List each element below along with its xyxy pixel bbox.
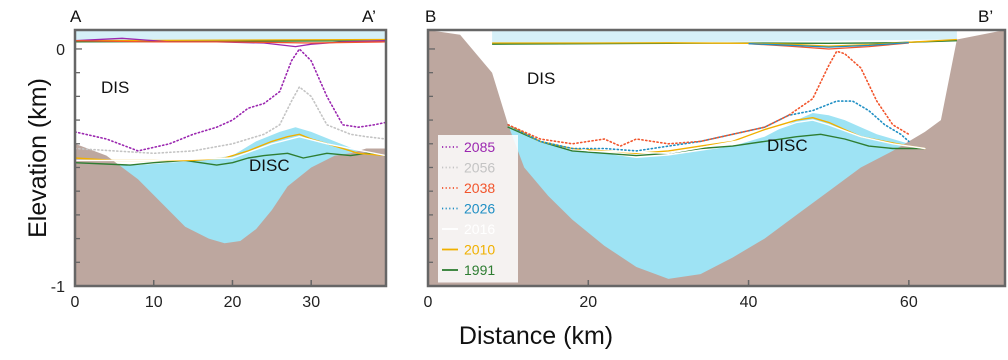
panel-a-frame: [73, 28, 388, 288]
series-line-a-2085: [75, 48, 386, 152]
legend-label-2038: 2038: [464, 180, 495, 196]
region-label-disc-a: DISC: [249, 156, 290, 175]
series-line-b-2038: [507, 50, 910, 147]
panel-a-clipped-content: [75, 30, 386, 286]
corner-label-a: A: [70, 7, 82, 26]
bedrock-fill-b: [428, 30, 1005, 286]
surface-line-a-2038: [75, 40, 386, 44]
x-tick-label-a-3: 30: [302, 294, 320, 311]
legend-background: [438, 135, 518, 283]
x-tick-label-b-0: 0: [424, 294, 433, 311]
panel-b-cross-section: B B’ DIS DISC 0 20 40 60 208520562038202620…: [424, 7, 1007, 311]
surface-line-b-2026: [748, 41, 909, 48]
panel-a-ticks: 0 10 20 30 0 -1: [51, 42, 320, 311]
panel-b-frame: [426, 28, 1007, 288]
y-tick-label-a-1: -1: [51, 279, 65, 296]
series-line-a-1991: [75, 152, 386, 166]
series-line-a-2056: [75, 86, 386, 155]
legend-label-2085: 2085: [464, 139, 495, 155]
x-tick-label-b-2: 40: [740, 294, 758, 311]
legend-label-2056: 2056: [464, 160, 495, 176]
series-line-b-1991: [507, 126, 926, 157]
series-line-b-2016: [507, 119, 926, 155]
y-axis-title: Elevation (km): [24, 78, 52, 238]
x-axis-title: Distance (km): [459, 322, 613, 350]
region-label-disc-b: DISC: [767, 136, 808, 155]
series-line-a-2016: [75, 135, 386, 162]
region-label-dis-b: DIS: [527, 69, 555, 88]
surface-line-a-2010: [75, 38, 386, 42]
panel-a-cross-section: A A’ DIS DISC 0 10 20 30 0 -1: [51, 7, 388, 311]
surface-band-a: [75, 30, 386, 42]
x-tick-label-a-0: 0: [71, 294, 80, 311]
x-tick-label-b-1: 20: [579, 294, 597, 311]
panel-b-plot-area: [426, 28, 1007, 288]
legend-label-2026: 2026: [464, 201, 495, 217]
x-tick-label-b-3: 60: [900, 294, 918, 311]
panel-a-plot-area: [73, 28, 388, 288]
legend-label-2016: 2016: [464, 221, 495, 237]
legend: 2085 2056 2038 2026 2016 2010 1991: [438, 135, 518, 283]
region-label-dis-a: DIS: [101, 78, 129, 97]
x-tick-label-a-1: 10: [145, 294, 163, 311]
corner-label-b-prime: B’: [978, 7, 993, 26]
x-tick-label-a-2: 20: [224, 294, 242, 311]
corner-label-b: B: [425, 7, 436, 26]
bedrock-fill-a: [75, 143, 386, 286]
legend-label-2010: 2010: [464, 242, 495, 258]
legend-label-1991: 1991: [464, 262, 495, 278]
surface-band-b: [492, 30, 957, 45]
y-tick-label-a-0: 0: [56, 42, 65, 59]
panel-b-ticks: 0 20 40 60: [424, 48, 918, 311]
panel-b-clipped-content: [428, 30, 1005, 286]
corner-label-a-prime: A’: [362, 7, 376, 26]
